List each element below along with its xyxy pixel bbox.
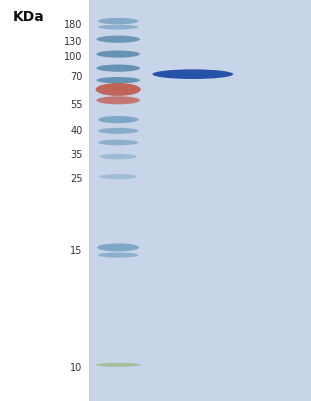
Text: 130: 130 — [64, 37, 82, 47]
Text: 15: 15 — [70, 246, 82, 255]
Ellipse shape — [96, 363, 141, 367]
Text: 70: 70 — [70, 72, 82, 82]
Text: 40: 40 — [70, 126, 82, 135]
Ellipse shape — [100, 174, 137, 180]
Ellipse shape — [96, 84, 141, 97]
Ellipse shape — [100, 154, 137, 160]
Ellipse shape — [98, 26, 138, 30]
Ellipse shape — [98, 117, 138, 124]
Ellipse shape — [96, 51, 140, 59]
Text: 100: 100 — [64, 52, 82, 62]
Ellipse shape — [96, 65, 140, 73]
Text: 10: 10 — [70, 362, 82, 372]
Ellipse shape — [98, 140, 138, 146]
Ellipse shape — [98, 19, 138, 25]
Ellipse shape — [96, 36, 140, 44]
Text: 180: 180 — [64, 20, 82, 30]
Bar — [89, 0, 311, 401]
Ellipse shape — [97, 244, 139, 252]
Ellipse shape — [98, 128, 138, 134]
Ellipse shape — [98, 253, 138, 258]
Ellipse shape — [152, 70, 233, 80]
Text: 55: 55 — [70, 99, 82, 109]
Ellipse shape — [96, 78, 140, 84]
Text: 25: 25 — [70, 174, 82, 183]
Text: KDa: KDa — [12, 10, 44, 24]
Text: 35: 35 — [70, 150, 82, 159]
Ellipse shape — [96, 97, 140, 105]
